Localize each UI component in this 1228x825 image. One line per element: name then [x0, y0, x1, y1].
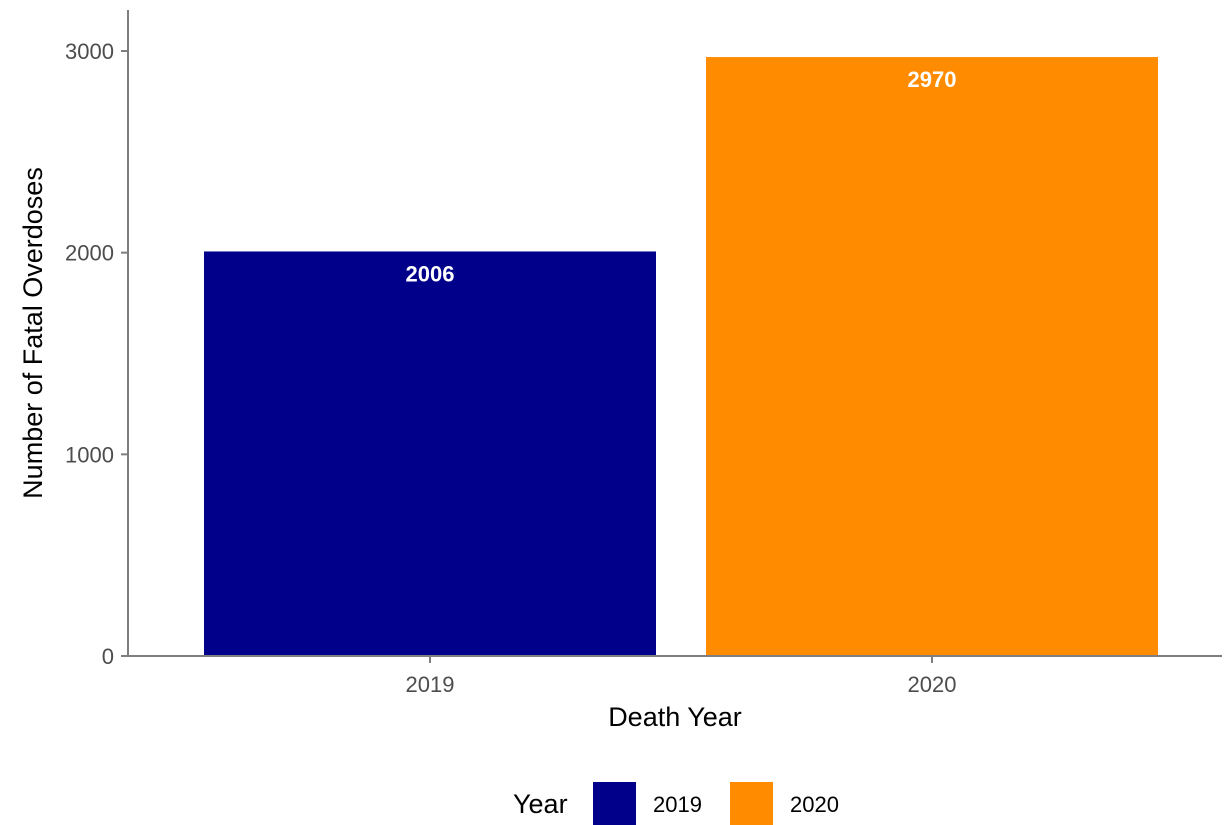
legend-key-2020	[730, 782, 773, 825]
y-axis-title: Number of Fatal Overdoses	[18, 167, 48, 499]
legend-label-2020: 2020	[790, 792, 839, 817]
bar-value-label-2019: 2006	[406, 261, 455, 286]
y-tick-label-1000: 1000	[65, 442, 114, 467]
legend-key-2019	[593, 782, 636, 825]
x-ticks-group: 2019 2020	[406, 656, 957, 697]
y-tick-label-2000: 2000	[65, 241, 114, 266]
legend-items: 2019 2020	[593, 782, 839, 825]
legend: Year 2019 2020	[513, 782, 839, 825]
bar-2020	[706, 57, 1158, 657]
bars-group	[204, 57, 1158, 657]
legend-label-2019: 2019	[653, 792, 702, 817]
y-tick-label-3000: 3000	[65, 39, 114, 64]
bar-value-label-2020: 2970	[908, 67, 957, 92]
x-tick-label-2019: 2019	[406, 672, 455, 697]
legend-title: Year	[513, 789, 568, 819]
y-tick-label-0: 0	[102, 644, 114, 669]
x-tick-label-2020: 2020	[908, 672, 957, 697]
bar-labels-group: 2006 2970	[406, 67, 957, 286]
bar-2019	[204, 251, 656, 656]
y-ticks-group: 0 1000 2000 3000	[65, 39, 128, 669]
x-axis-title: Death Year	[608, 702, 742, 732]
